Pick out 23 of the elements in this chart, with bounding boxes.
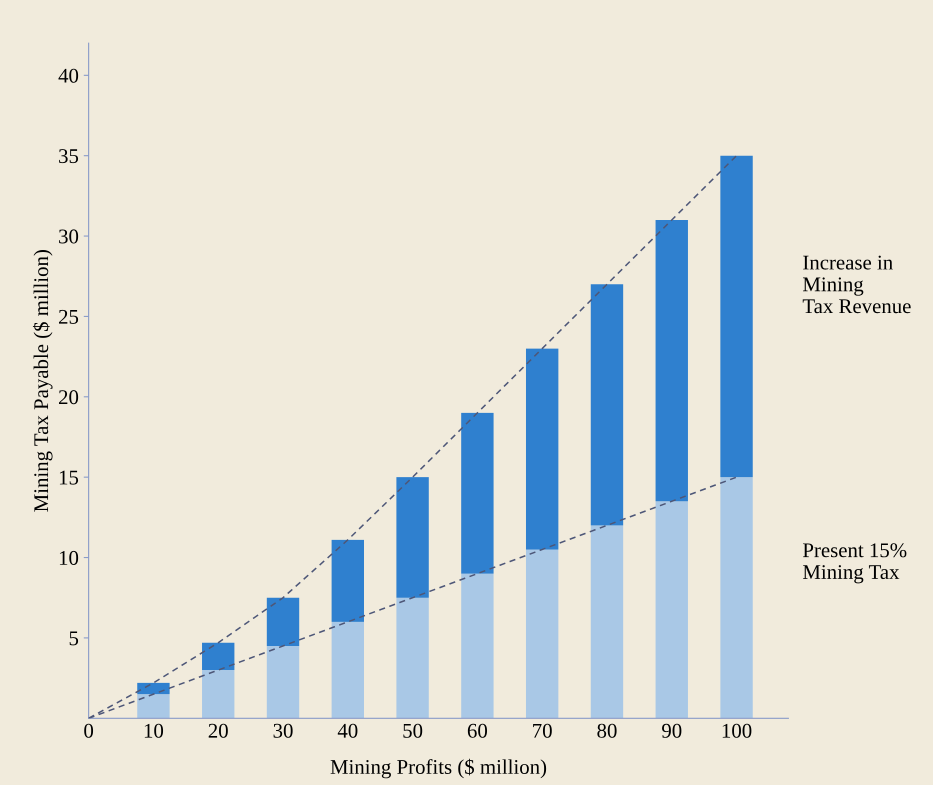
x-tick-label: 60 [468, 724, 488, 738]
x-tick-label: 30 [274, 724, 293, 738]
y-tick-label: 40 [58, 68, 78, 83]
x-tick-label: 0 [84, 724, 94, 738]
y-axis-title: Mining Tax Payable ($ million) [32, 250, 53, 512]
x-tick-label: 90 [662, 724, 682, 738]
y-tick-label: 25 [58, 310, 78, 324]
x-tick-label: 70 [533, 724, 552, 738]
y-tick-label: 35 [59, 149, 78, 164]
y-tick-label: 20 [58, 390, 78, 404]
x-tick-label: 10 [144, 724, 164, 738]
x-tick-label: 80 [597, 724, 617, 738]
text: Increase in Mining Tax Revenue [802, 256, 911, 314]
text: Present 15% Mining Tax [802, 543, 906, 584]
x-tick-label: 40 [338, 724, 358, 738]
x-axis-title: Mining Profits ($ million) [330, 758, 546, 778]
y-tick-label: 10 [60, 550, 78, 565]
y-tick-label: 15 [60, 470, 78, 485]
x-tick-label: 50 [403, 724, 422, 738]
y-tick-label: 30 [59, 229, 78, 244]
y-tick-label: 5 [70, 631, 78, 646]
x-tick-label: 100 [722, 724, 752, 738]
x-tick-label: 20 [208, 724, 228, 738]
